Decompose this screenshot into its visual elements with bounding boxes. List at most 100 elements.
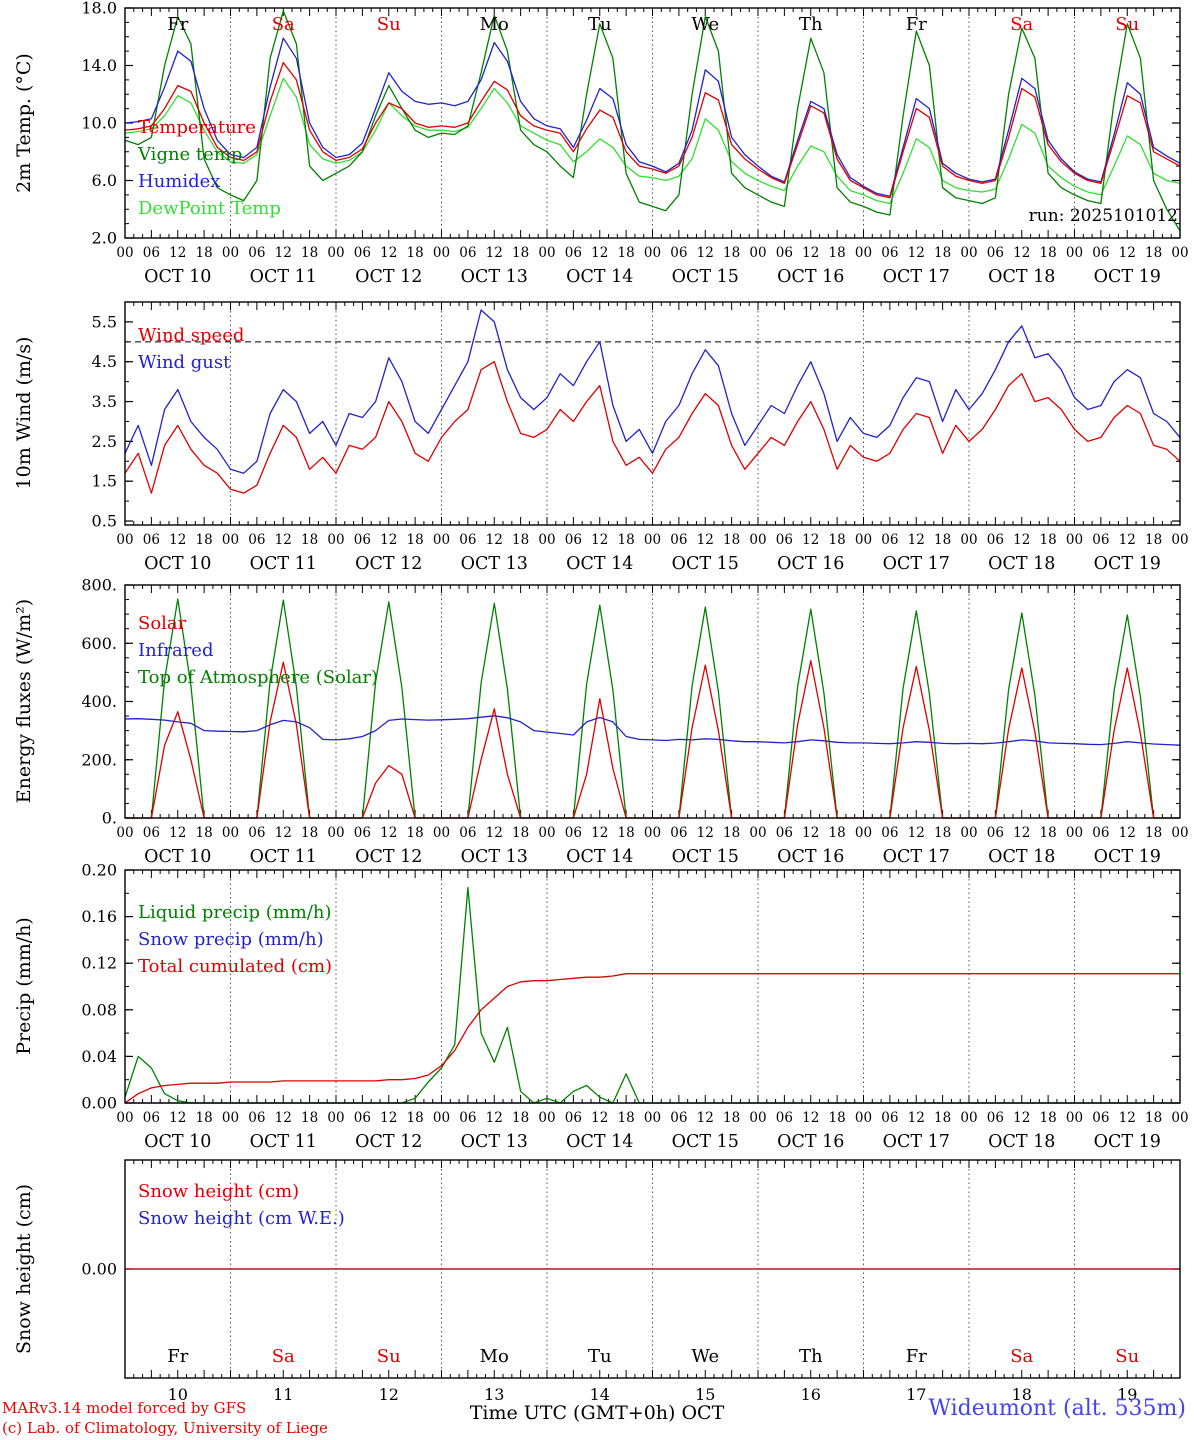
hour-label: 06 — [459, 245, 476, 261]
hour-label: 12 — [908, 532, 925, 548]
hour-label: 12 — [697, 1110, 714, 1126]
hour-label: 00 — [855, 245, 872, 261]
hour-label: 00 — [1066, 825, 1083, 841]
hour-label: 00 — [433, 1110, 450, 1126]
dow-label: Fr — [167, 1346, 188, 1367]
date-label: OCT 18 — [988, 267, 1055, 287]
hour-label: 00 — [222, 245, 239, 261]
plot-frame — [124, 584, 1181, 819]
hour-label: 00 — [538, 1110, 555, 1126]
hour-label: 00 — [960, 825, 977, 841]
hour-label: 18 — [618, 1110, 635, 1126]
hour-label: 00 — [960, 1110, 977, 1126]
hour-label: 00 — [644, 245, 661, 261]
hour-label: 00 — [327, 1110, 344, 1126]
dow-label: Tu — [588, 1346, 612, 1367]
day-number-label: 12 — [379, 1385, 399, 1404]
date-label: OCT 10 — [144, 847, 211, 867]
y-axis-label-temp: 2m Temp. (°C) — [13, 53, 35, 193]
legend-snow: Snow height (cm) Snow height (cm W.E.) — [138, 1178, 345, 1232]
series-wind-speed — [124, 361, 1181, 494]
series-total-cumulated-cm- — [124, 973, 1180, 1104]
hour-label: 12 — [697, 825, 714, 841]
hour-label: 00 — [1171, 825, 1188, 841]
date-label: OCT 19 — [1094, 554, 1161, 574]
hour-label: 06 — [670, 532, 687, 548]
series-infrared — [124, 715, 1181, 746]
hour-label: 06 — [565, 825, 582, 841]
date-label: OCT 12 — [355, 267, 422, 287]
legend-item-vigne-temp: Vigne temp — [138, 144, 243, 165]
hour-label: 18 — [1145, 532, 1162, 548]
hour-label: 12 — [275, 245, 292, 261]
hour-label: 18 — [512, 825, 529, 841]
hour-label: 18 — [512, 1110, 529, 1126]
hour-label: 00 — [327, 825, 344, 841]
date-label: OCT 14 — [566, 267, 633, 287]
dow-label: Sa — [272, 14, 295, 35]
hour-label: 00 — [1066, 1110, 1083, 1126]
y-tick-label: 2.5 — [92, 432, 117, 451]
hour-label: 00 — [855, 1110, 872, 1126]
hour-label: 06 — [143, 825, 160, 841]
hour-label: 00 — [855, 532, 872, 548]
plot-frame — [124, 7, 1181, 239]
hour-label: 12 — [908, 825, 925, 841]
hour-label: 06 — [354, 825, 371, 841]
date-label: OCT 19 — [1094, 267, 1161, 287]
dow-label: Fr — [167, 14, 188, 35]
y-axis-label-energy: Energy fluxes (W/m²) — [13, 598, 35, 804]
hour-label: 12 — [591, 245, 608, 261]
hour-label: 00 — [749, 532, 766, 548]
legend-item-dewpoint-temp: DewPoint Temp — [138, 198, 281, 219]
hour-label: 06 — [987, 825, 1004, 841]
date-label: OCT 18 — [988, 554, 1055, 574]
dow-label: Mo — [480, 1346, 509, 1367]
hour-label: 12 — [1119, 245, 1136, 261]
series-humidex — [124, 37, 1181, 197]
date-label: OCT 17 — [883, 554, 950, 574]
hour-label: 06 — [354, 532, 371, 548]
hour-label: 12 — [591, 1110, 608, 1126]
y-tick-label: 4.5 — [92, 352, 117, 371]
dow-label: Su — [1115, 1346, 1139, 1367]
hour-label: 18 — [407, 245, 424, 261]
hour-label: 06 — [565, 245, 582, 261]
date-label: OCT 19 — [1094, 1132, 1161, 1152]
hour-label: 12 — [802, 245, 819, 261]
hour-label: 00 — [116, 532, 133, 548]
hour-label: 00 — [1171, 245, 1188, 261]
legend-item-toa-solar: Top of Atmosphere (Solar) — [138, 667, 379, 688]
hour-label: 12 — [908, 1110, 925, 1126]
hour-label: 06 — [1092, 532, 1109, 548]
hour-label: 18 — [301, 1110, 318, 1126]
y-tick-label: 0.08 — [81, 1000, 117, 1019]
y-tick-label: 0.00 — [81, 1094, 117, 1113]
hour-label: 00 — [1171, 532, 1188, 548]
hour-label: 18 — [618, 245, 635, 261]
hour-label: 12 — [1119, 532, 1136, 548]
date-label: OCT 10 — [144, 554, 211, 574]
y-tick-label: 0.5 — [92, 512, 117, 531]
hour-label: 06 — [881, 1110, 898, 1126]
hour-label: 12 — [802, 825, 819, 841]
hour-label: 18 — [196, 532, 213, 548]
y-tick-label: 5.5 — [92, 312, 117, 331]
date-label: OCT 13 — [461, 1132, 528, 1152]
hour-label: 06 — [776, 532, 793, 548]
footer-credits: MARv3.14 model forced by GFS (c) Lab. of… — [2, 1398, 328, 1438]
hour-label: 00 — [1066, 245, 1083, 261]
hour-label: 06 — [565, 1110, 582, 1126]
hour-label: 18 — [407, 1110, 424, 1126]
hour-label: 18 — [407, 825, 424, 841]
hour-label: 12 — [380, 245, 397, 261]
hour-label: 06 — [248, 532, 265, 548]
hour-label: 06 — [354, 245, 371, 261]
y-tick-label: 0.16 — [81, 907, 117, 926]
day-number-label: 18 — [1012, 1385, 1032, 1404]
hour-label: 18 — [196, 825, 213, 841]
date-label: OCT 18 — [988, 1132, 1055, 1152]
hour-label: 18 — [512, 245, 529, 261]
hour-label: 12 — [380, 532, 397, 548]
